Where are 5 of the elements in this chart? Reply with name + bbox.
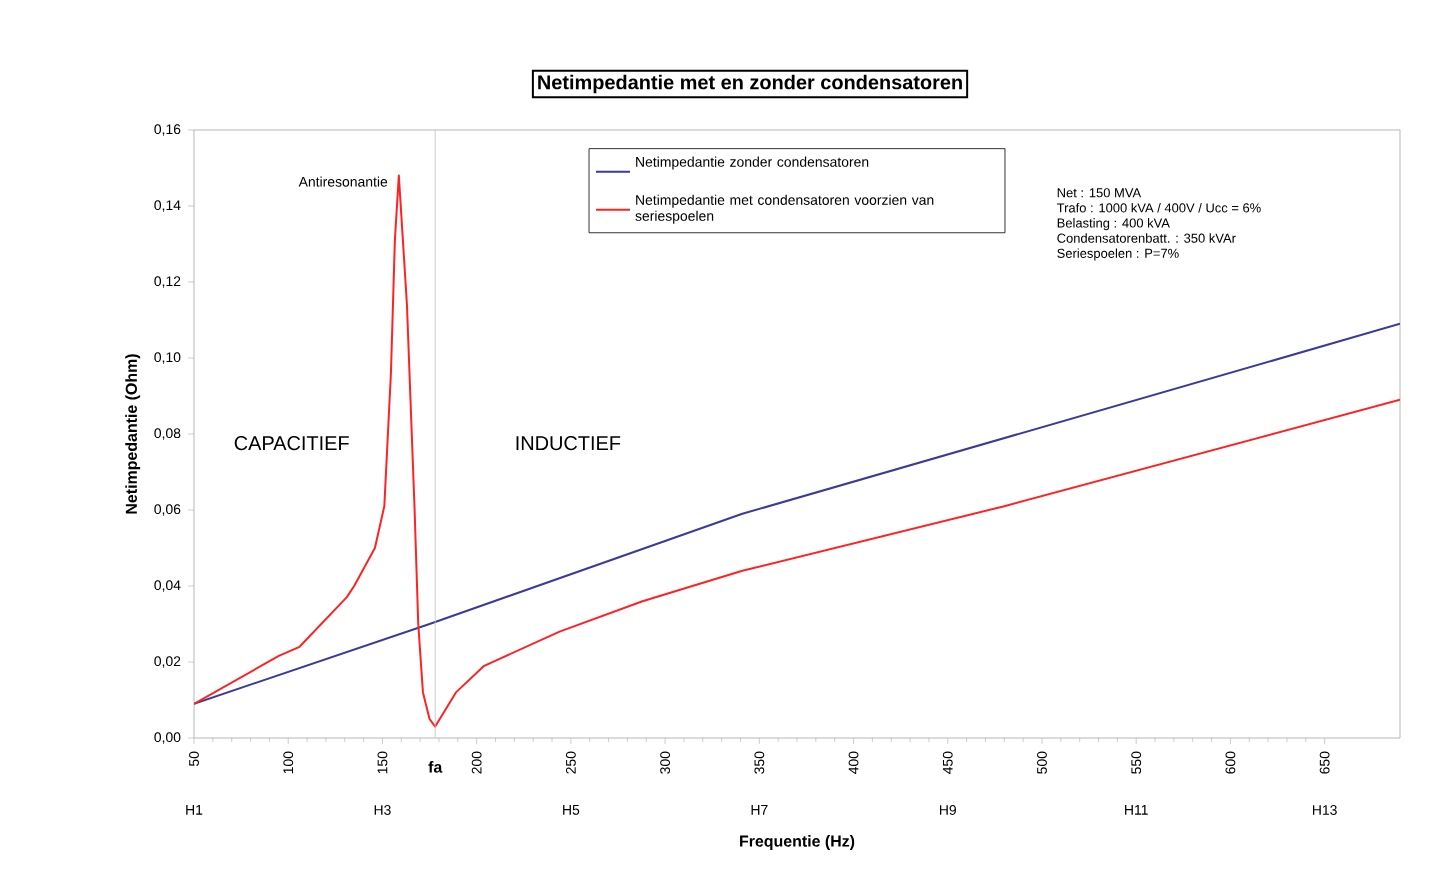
line-series xyxy=(194,174,1400,728)
annotation: INDUCTIEF xyxy=(516,436,621,451)
chart-title: Netimpedantie met en zonder condensatoren xyxy=(538,74,962,94)
line-series xyxy=(194,322,1400,705)
annotation: CAPACITIEF xyxy=(234,436,349,451)
